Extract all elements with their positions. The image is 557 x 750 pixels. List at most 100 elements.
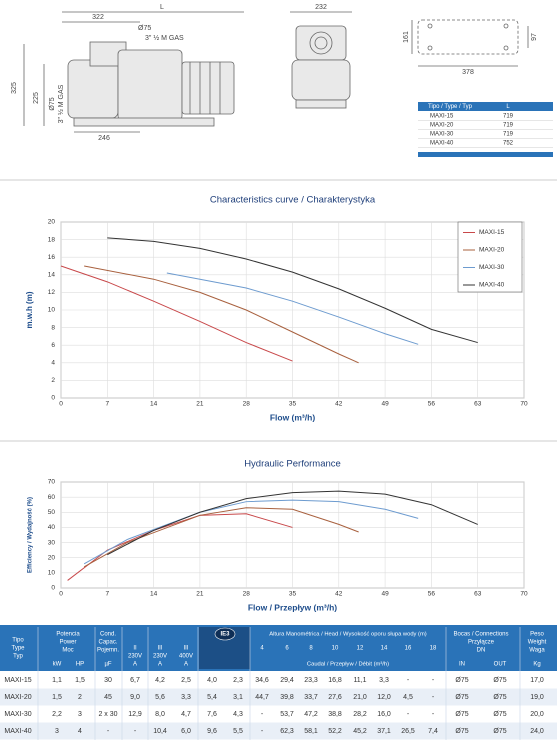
table-cell: 21,0	[353, 694, 367, 701]
table-header: 14	[381, 646, 388, 652]
table-header: Pojemn.	[97, 648, 119, 654]
x-axis-label: Flow (m³/h)	[270, 412, 315, 422]
curve	[107, 490, 478, 556]
x-tick-label: 0	[59, 591, 63, 598]
table-cell: 2	[78, 694, 82, 701]
table-cell: 16,8	[328, 677, 342, 684]
table-cell: 17,0	[530, 677, 544, 684]
y-tick-label: 18	[48, 236, 56, 243]
table-cell: MAXI-40	[4, 728, 31, 735]
y-tick-label: 0	[51, 395, 55, 402]
table-header: 230V	[128, 654, 142, 660]
y-tick-label: 0	[51, 585, 55, 592]
table-cell: 3,3	[379, 677, 389, 684]
table-cell: 20,0	[530, 711, 544, 718]
footprint-view	[411, 19, 529, 67]
legend-label: MAXI-30	[479, 264, 505, 271]
dimension: 325	[11, 82, 18, 94]
y-tick-label: 4	[51, 360, 55, 367]
table-header: 18	[430, 646, 437, 652]
dimension: 378	[462, 69, 474, 76]
y-tick-label: 2	[51, 377, 55, 384]
table-cell: 53,7	[280, 711, 294, 718]
x-tick-label: 49	[381, 401, 389, 408]
curve	[83, 507, 359, 568]
y-tick-label: 50	[48, 509, 56, 516]
table-cell: -	[432, 694, 435, 701]
dimension: 3" ½ M GAS	[57, 84, 65, 123]
table-cell: 39,8	[280, 694, 294, 701]
y-tick-label: 12	[48, 289, 56, 296]
ie3-badge	[214, 627, 236, 641]
table-cell: 3	[55, 728, 59, 735]
table-cell: 33,7	[304, 694, 318, 701]
x-tick-label: 63	[474, 401, 482, 408]
table-cell: 2,2	[52, 711, 62, 718]
table-cell: Ø75	[455, 711, 468, 718]
table-cell: MAXI-20	[430, 123, 454, 129]
table-cell: 2,3	[233, 677, 243, 684]
x-tick-label: 63	[474, 591, 482, 598]
table-cell: 30	[104, 677, 112, 684]
legend-label: MAXI-40	[479, 282, 505, 289]
table-header-bg	[418, 102, 553, 111]
table-header: DN	[477, 648, 486, 654]
y-axis-label: m.w.h (m)	[25, 291, 34, 328]
curve	[83, 499, 419, 565]
y-tick-label: 70	[48, 479, 56, 486]
table-header: 10	[332, 646, 339, 652]
table-header: 6	[285, 646, 289, 652]
table-header: 12	[357, 646, 364, 652]
table-cell: 26,5	[401, 728, 415, 735]
x-tick-label: 14	[150, 401, 158, 408]
x-tick-label: 35	[289, 401, 297, 408]
table-cell: -	[261, 728, 264, 735]
dimension: 97	[531, 33, 538, 41]
curve	[84, 265, 359, 364]
table-header: IN	[459, 662, 465, 668]
table-cell: 4,3	[233, 711, 243, 718]
table-header: Weight	[528, 640, 547, 646]
table-header: Cond.	[100, 632, 116, 638]
table-cell: MAXI-15	[430, 114, 454, 120]
table-cell: 2,5	[181, 677, 191, 684]
table-row-bg	[0, 722, 557, 740]
y-tick-label: 10	[48, 570, 56, 577]
table-cell: 3,3	[181, 694, 191, 701]
table-cell: 3	[78, 711, 82, 718]
chart-title: Hydraulic Performance	[244, 459, 341, 470]
table-cell: 719	[503, 114, 514, 120]
chart-title: Characteristics curve / Charakterystyka	[210, 195, 376, 206]
table-header: Altura Manométrica / Head / Wysokość opo…	[269, 632, 427, 638]
table-cell: 4,2	[155, 677, 165, 684]
table-cell: -	[432, 677, 435, 684]
table-cell: 6,0	[181, 728, 191, 735]
x-tick-label: 0	[59, 401, 63, 408]
table-header: 16	[405, 646, 412, 652]
dimension: 322	[92, 14, 104, 21]
y-tick-label: 20	[48, 554, 56, 561]
x-tick-label: 21	[196, 401, 204, 408]
x-tick-label: 56	[428, 591, 436, 598]
table-cell: 28,2	[353, 711, 367, 718]
table-cell: 7,4	[428, 728, 438, 735]
table-cell: 62,3	[280, 728, 294, 735]
table-cell: 5,4	[207, 694, 217, 701]
table-cell: 4,5	[403, 694, 413, 701]
table-header: µF	[104, 662, 111, 668]
table-cell: 1,5	[75, 677, 85, 684]
table-row-bg	[0, 688, 557, 706]
table-cell: Ø75	[493, 711, 506, 718]
y-tick-label: 40	[48, 524, 56, 531]
x-tick-label: 70	[520, 591, 528, 598]
curve	[107, 237, 478, 344]
x-tick-label: 42	[335, 401, 343, 408]
y-tick-label: 8	[51, 324, 55, 331]
table-cell: MAXI-30	[430, 132, 454, 138]
table-header: Peso	[530, 632, 544, 638]
table-cell: Ø75	[455, 677, 468, 684]
table-header: kW	[53, 662, 62, 668]
table-cell: 5,6	[155, 694, 165, 701]
table-cell: 8,0	[155, 711, 165, 718]
table-cell: 1,1	[52, 677, 62, 684]
